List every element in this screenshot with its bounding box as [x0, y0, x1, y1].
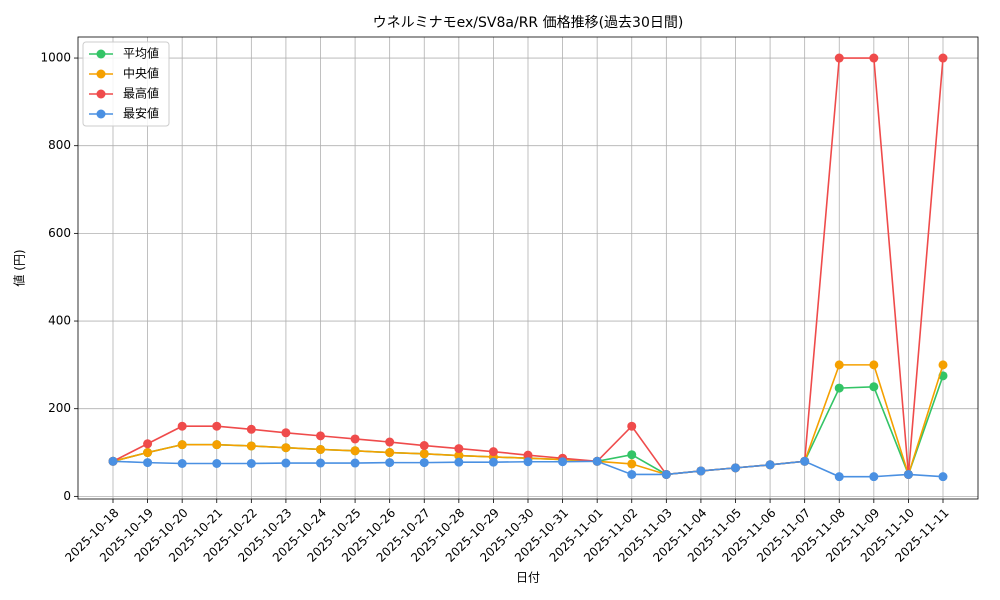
marker: [246, 458, 256, 468]
marker: [177, 458, 187, 468]
marker: [869, 382, 879, 392]
marker: [523, 450, 533, 460]
marker: [869, 472, 879, 482]
marker: [385, 448, 395, 458]
marker: [316, 458, 325, 468]
marker: [419, 441, 429, 451]
marker: [316, 444, 325, 454]
marker: [488, 457, 498, 467]
legend-label: 平均値: [123, 46, 159, 61]
marker: [627, 459, 637, 469]
marker: [281, 443, 291, 453]
marker: [385, 437, 395, 447]
plot-frame: [77, 36, 979, 500]
marker: [869, 53, 879, 63]
marker: [212, 421, 222, 431]
marker: [834, 472, 844, 482]
marker: [143, 458, 153, 468]
y-tick-label: 200: [48, 401, 71, 415]
marker: [246, 441, 256, 451]
marker: [419, 449, 429, 459]
legend-marker: [96, 49, 106, 59]
marker: [143, 448, 153, 458]
marker: [212, 458, 222, 468]
marker: [108, 456, 118, 466]
legend-box: [82, 41, 170, 127]
marker: [316, 431, 325, 441]
marker: [834, 360, 844, 370]
marker: [731, 463, 740, 473]
legend-marker: [96, 109, 106, 119]
marker: [627, 450, 637, 460]
marker: [558, 457, 568, 467]
marker: [523, 457, 533, 467]
marker: [800, 456, 810, 466]
marker: [903, 469, 913, 479]
marker: [938, 53, 948, 63]
marker: [696, 466, 706, 476]
y-tick-label: 1000: [40, 51, 71, 65]
series: [108, 456, 948, 482]
y-tick-label: 400: [48, 314, 71, 328]
marker: [938, 360, 948, 370]
y-tick-label: 800: [48, 138, 71, 152]
marker: [177, 421, 187, 431]
legend-marker: [96, 69, 106, 79]
marker: [385, 458, 395, 468]
marker: [627, 421, 637, 431]
marker: [765, 460, 775, 470]
y-tick-label: 0: [63, 489, 71, 503]
marker: [592, 456, 602, 466]
marker: [834, 383, 844, 393]
legend-label: 中央値: [123, 66, 159, 81]
marker: [834, 53, 844, 63]
marker: [350, 446, 360, 456]
legend-marker: [96, 89, 106, 99]
legend-label: 最安値: [123, 106, 159, 121]
marker: [350, 458, 360, 468]
marker: [419, 458, 429, 468]
marker: [454, 457, 464, 467]
marker: [454, 444, 464, 454]
marker: [281, 428, 291, 438]
chart-title: ウネルミナモex/SV8a/RR 価格推移(過去30日間): [373, 15, 684, 31]
y-tick-label: 600: [48, 226, 71, 240]
marker: [246, 424, 256, 434]
marker: [869, 360, 879, 370]
marker: [281, 458, 291, 468]
marker: [454, 451, 464, 461]
marker: [212, 440, 222, 450]
y-axis-label: 値 (円): [12, 249, 27, 286]
marker: [177, 440, 187, 450]
marker: [143, 439, 153, 449]
marker: [661, 469, 671, 479]
marker: [350, 434, 360, 444]
legend-label: 最高値: [123, 86, 159, 101]
marker: [488, 447, 498, 457]
marker: [938, 472, 948, 482]
marker: [627, 469, 637, 479]
x-axis-label: 日付: [516, 571, 540, 585]
